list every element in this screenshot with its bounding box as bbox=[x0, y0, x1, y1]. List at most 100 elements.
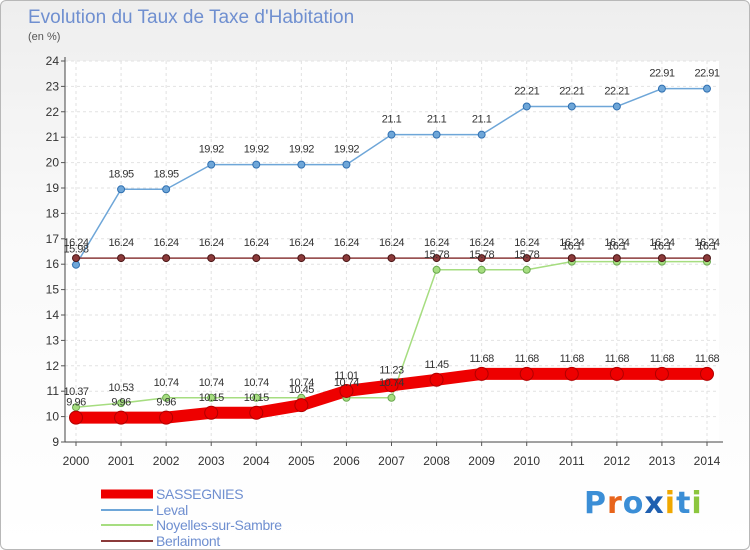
data-label-leval: 22.21 bbox=[559, 85, 584, 97]
data-label-noyelles: 16.1 bbox=[652, 241, 672, 253]
data-label-sassegnies: 9.96 bbox=[66, 397, 86, 409]
legend-swatch-berlaimont bbox=[101, 539, 153, 542]
data-point-leval bbox=[162, 185, 171, 194]
data-label-leval: 21.1 bbox=[472, 114, 492, 126]
data-point-sassegnies bbox=[294, 398, 309, 413]
data-label-noyelles: 16.1 bbox=[697, 241, 717, 253]
data-point-noyelles bbox=[522, 265, 531, 274]
data-point-sassegnies bbox=[339, 383, 354, 398]
data-point-leval bbox=[342, 160, 351, 169]
logo-letter: r bbox=[607, 486, 623, 521]
data-label-sassegnies: 11.68 bbox=[515, 353, 540, 365]
y-tick-label: 22 bbox=[46, 105, 60, 119]
data-point-leval bbox=[117, 185, 126, 194]
legend-label-sassegnies: SASSEGNIES bbox=[156, 486, 244, 502]
logo-letter: o bbox=[622, 486, 645, 521]
data-point-noyelles bbox=[252, 393, 261, 402]
data-point-leval bbox=[477, 130, 486, 139]
data-label-noyelles: 15.78 bbox=[469, 249, 494, 261]
data-label-leval: 19.92 bbox=[289, 144, 314, 156]
data-label-berlaimont: 16.24 bbox=[604, 237, 629, 249]
data-point-berlaimont bbox=[612, 254, 621, 263]
data-label-leval: 22.21 bbox=[514, 85, 539, 97]
data-point-leval bbox=[72, 260, 80, 269]
legend-swatch-noyelles bbox=[101, 524, 153, 526]
data-point-berlaimont bbox=[297, 254, 306, 263]
data-label-leval: 21.1 bbox=[382, 114, 402, 126]
data-point-sassegnies bbox=[519, 366, 534, 381]
data-label-noyelles: 10.74 bbox=[154, 377, 179, 389]
chart-unit: (en %) bbox=[28, 31, 61, 43]
y-tick-label: 23 bbox=[46, 79, 60, 93]
data-label-sassegnies: 9.96 bbox=[156, 397, 176, 409]
data-point-sassegnies bbox=[564, 366, 579, 381]
data-point-noyelles bbox=[207, 393, 216, 402]
legend-label-berlaimont: Berlaimont bbox=[156, 532, 220, 549]
y-tick-label: 24 bbox=[46, 54, 60, 68]
data-label-sassegnies: 10.45 bbox=[289, 384, 314, 396]
data-label-leval: 21.1 bbox=[427, 114, 447, 126]
data-label-noyelles: 10.74 bbox=[289, 377, 314, 389]
data-point-leval bbox=[703, 84, 711, 93]
data-label-leval: 22.91 bbox=[694, 68, 719, 80]
data-point-berlaimont bbox=[522, 254, 531, 263]
data-label-leval: 22.21 bbox=[604, 85, 629, 97]
x-tick-label: 2013 bbox=[649, 454, 676, 468]
data-label-berlaimont: 16.24 bbox=[649, 237, 674, 249]
x-tick-label: 2001 bbox=[108, 454, 135, 468]
legend-label-noyelles: Noyelles-sur-Sambre bbox=[156, 517, 282, 533]
y-tick-label: 18 bbox=[46, 206, 60, 220]
data-point-sassegnies bbox=[249, 405, 264, 420]
logo-letter: x bbox=[644, 486, 665, 521]
data-label-sassegnies: 11.01 bbox=[334, 370, 359, 382]
data-label-noyelles: 10.74 bbox=[199, 377, 224, 389]
y-tick-label: 13 bbox=[46, 333, 60, 347]
logo-letter: P bbox=[584, 486, 607, 521]
data-label-leval: 19.92 bbox=[334, 144, 359, 156]
data-point-berlaimont bbox=[387, 254, 396, 263]
legend-swatch-sassegnies bbox=[101, 489, 153, 499]
data-point-sassegnies bbox=[384, 378, 399, 393]
data-point-sassegnies bbox=[429, 372, 444, 387]
data-point-sassegnies bbox=[69, 410, 83, 425]
x-tick-label: 2009 bbox=[468, 454, 495, 468]
x-tick-label: 2010 bbox=[513, 454, 540, 468]
data-point-noyelles bbox=[432, 265, 441, 274]
data-label-berlaimont: 16.24 bbox=[199, 237, 224, 249]
data-label-berlaimont: 16.24 bbox=[694, 237, 719, 249]
legend-label-leval: Leval bbox=[156, 501, 188, 518]
data-point-berlaimont bbox=[567, 254, 576, 263]
data-label-noyelles: 15.78 bbox=[514, 249, 539, 261]
x-tick-label: 2005 bbox=[288, 454, 315, 468]
data-label-sassegnies: 10.15 bbox=[244, 392, 269, 404]
data-label-sassegnies: 11.68 bbox=[560, 353, 585, 365]
data-label-leval: 15.98 bbox=[63, 244, 88, 256]
data-label-berlaimont: 16.24 bbox=[334, 237, 359, 249]
x-tick-label: 2014 bbox=[694, 454, 721, 468]
x-tick-label: 2008 bbox=[423, 454, 450, 468]
y-tick-label: 19 bbox=[46, 181, 60, 195]
data-point-noyelles bbox=[387, 393, 396, 402]
x-axis-ticks: 2000 2001 2002 2003 2004 2005 2006 2007 2008 2009… bbox=[63, 442, 721, 468]
data-point-berlaimont bbox=[252, 254, 261, 263]
y-tick-label: 14 bbox=[46, 308, 60, 322]
proxiti-logo: Proxiti bbox=[584, 486, 703, 521]
data-label-sassegnies: 11.68 bbox=[695, 353, 720, 365]
data-point-berlaimont bbox=[117, 254, 126, 263]
data-label-noyelles: 10.74 bbox=[244, 377, 269, 389]
x-tick-label: 2002 bbox=[153, 454, 180, 468]
data-label-berlaimont: 16.24 bbox=[154, 237, 179, 249]
y-tick-label: 10 bbox=[46, 410, 60, 424]
data-point-leval bbox=[252, 160, 261, 169]
data-point-leval bbox=[522, 102, 531, 111]
data-point-leval bbox=[207, 160, 216, 169]
data-point-sassegnies bbox=[159, 410, 174, 425]
data-point-berlaimont bbox=[162, 254, 171, 263]
chart-title: Evolution du Taux de Taxe d'Habitation bbox=[28, 7, 355, 28]
data-label-noyelles: 15.78 bbox=[424, 249, 449, 261]
data-point-leval bbox=[432, 130, 441, 139]
data-label-sassegnies: 9.96 bbox=[111, 397, 131, 409]
data-label-noyelles: 16.1 bbox=[607, 241, 627, 253]
data-point-berlaimont bbox=[72, 254, 80, 263]
